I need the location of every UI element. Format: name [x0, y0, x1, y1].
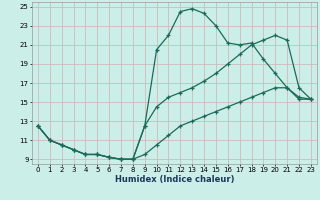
- X-axis label: Humidex (Indice chaleur): Humidex (Indice chaleur): [115, 175, 234, 184]
